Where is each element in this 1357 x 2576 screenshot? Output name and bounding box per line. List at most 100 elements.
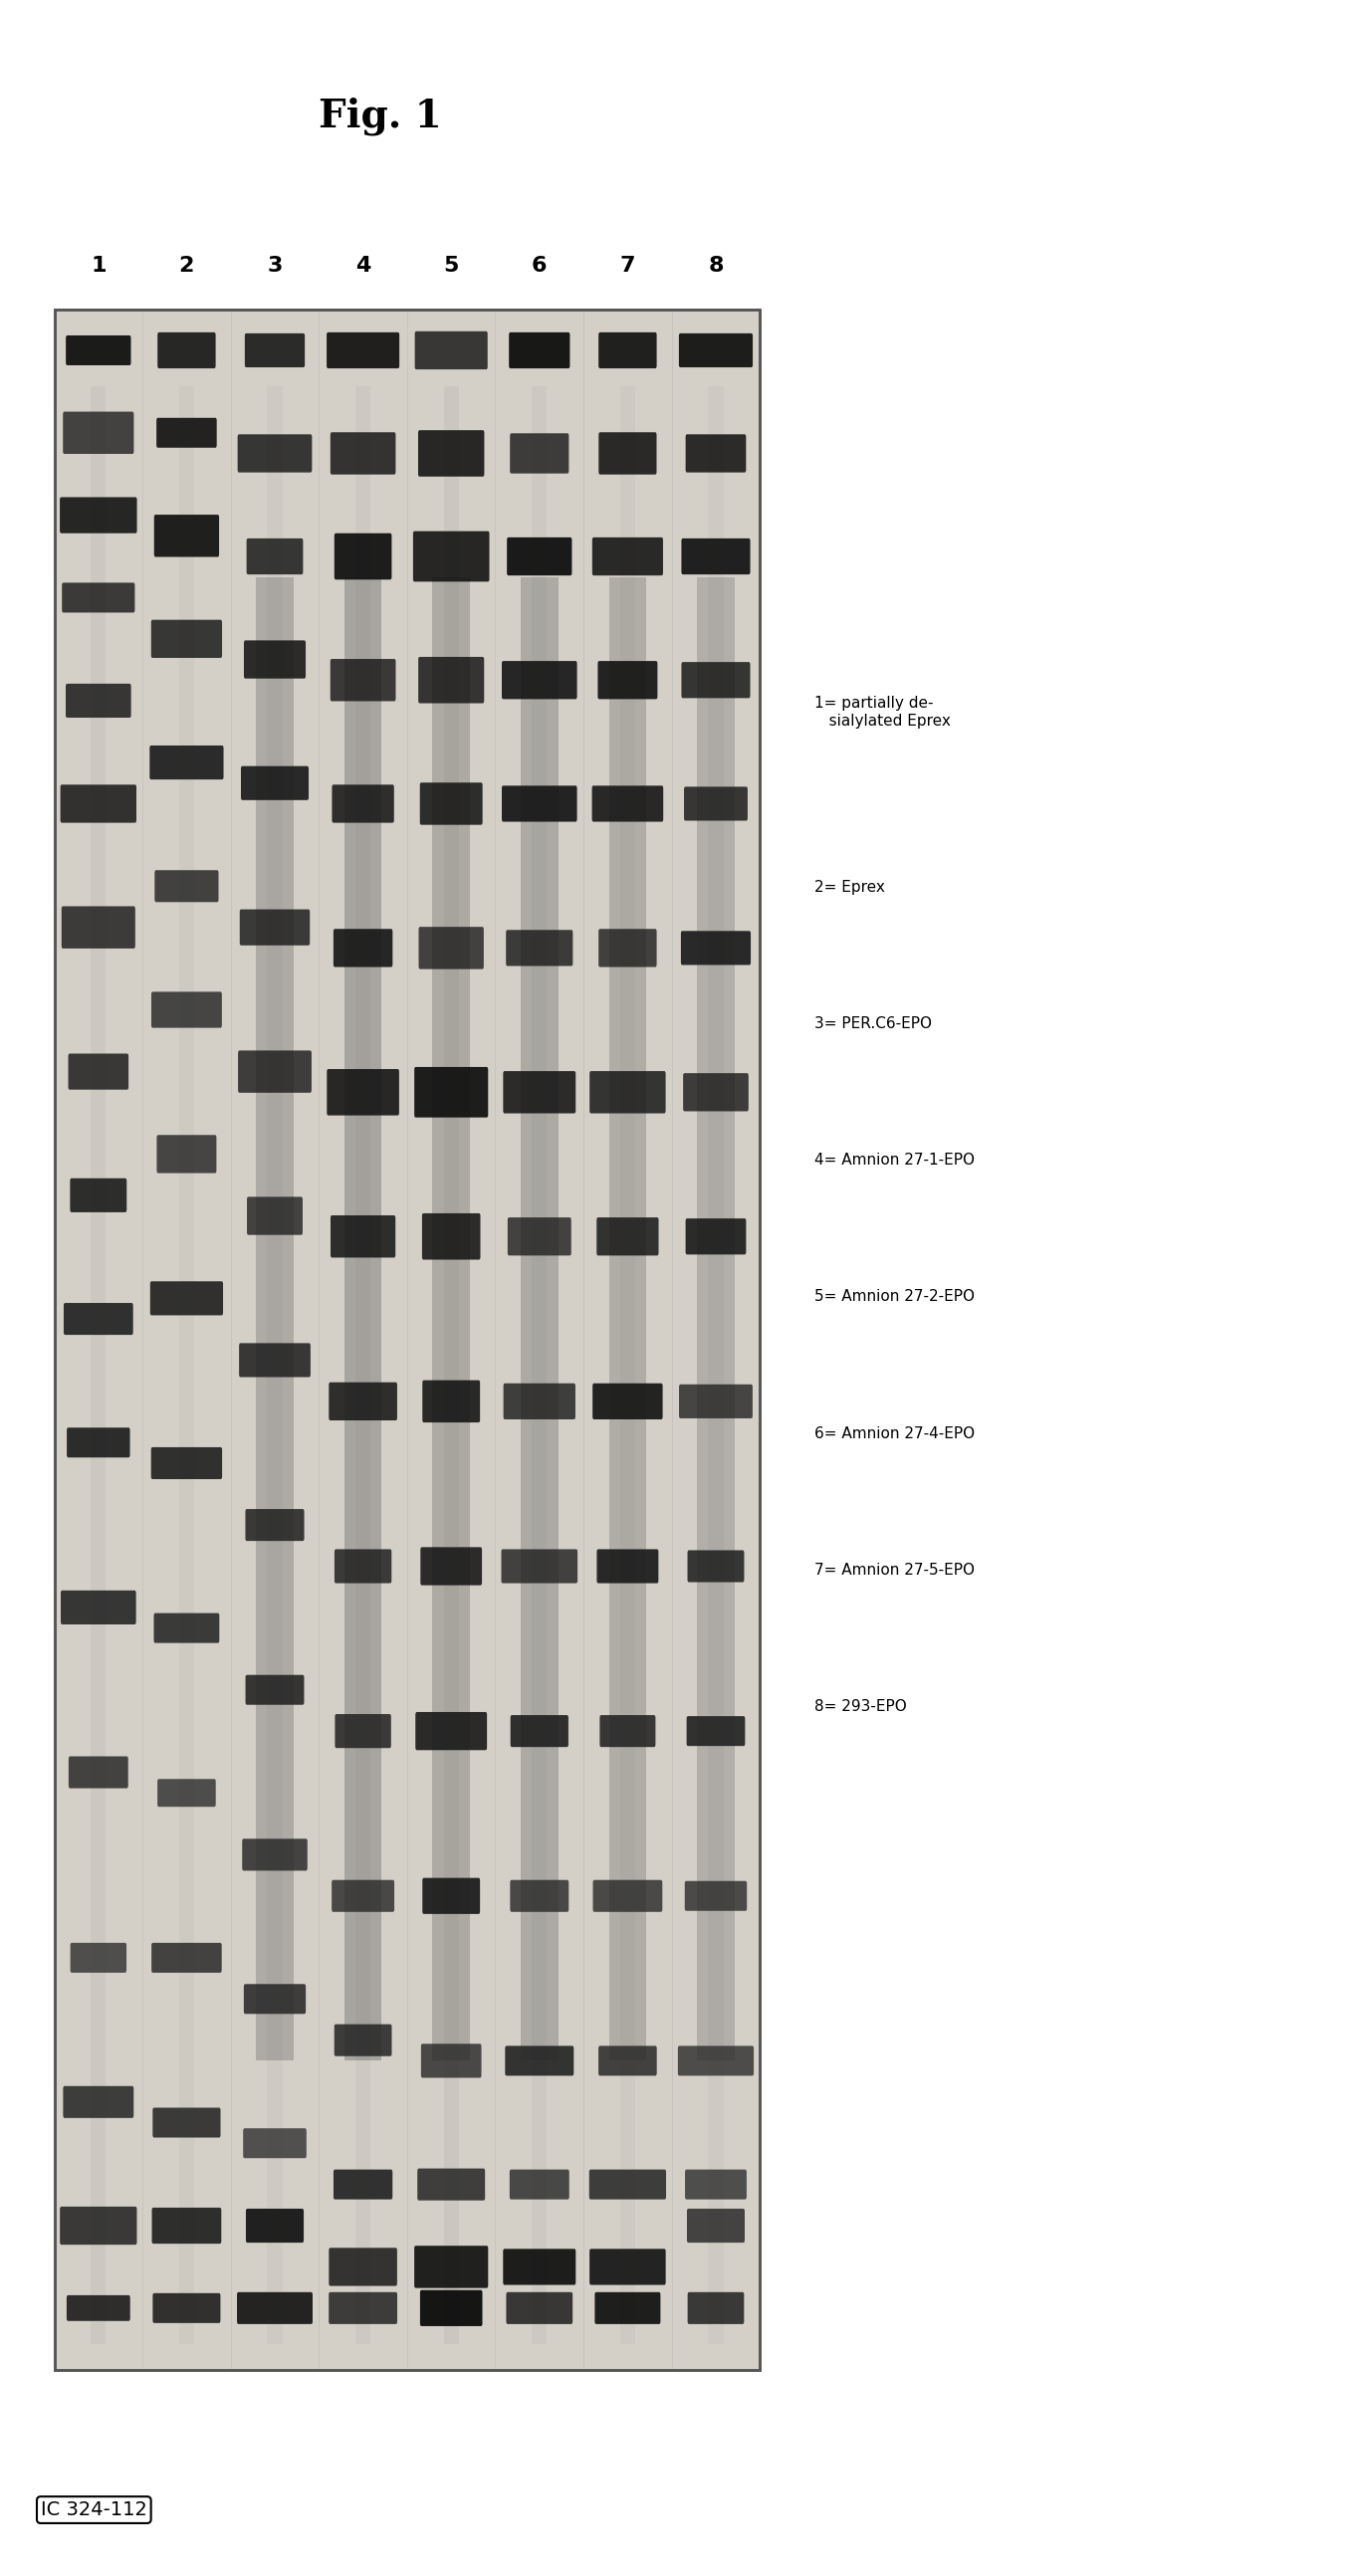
FancyBboxPatch shape [421,2043,482,2079]
FancyBboxPatch shape [415,1713,487,1749]
FancyBboxPatch shape [152,2107,221,2138]
FancyBboxPatch shape [151,1280,223,1316]
FancyBboxPatch shape [157,1780,216,1806]
FancyBboxPatch shape [510,2169,569,2200]
Text: 1= partially de-
   sialylated Eprex: 1= partially de- sialylated Eprex [814,696,950,729]
FancyBboxPatch shape [327,332,399,368]
FancyBboxPatch shape [149,744,224,781]
FancyBboxPatch shape [414,1066,489,1118]
FancyBboxPatch shape [156,417,217,448]
FancyBboxPatch shape [422,1878,480,1914]
FancyBboxPatch shape [247,1198,303,1234]
FancyBboxPatch shape [422,1213,480,1260]
FancyBboxPatch shape [598,662,657,698]
FancyBboxPatch shape [683,1074,749,1110]
FancyBboxPatch shape [681,538,750,574]
FancyBboxPatch shape [327,1069,399,1115]
FancyBboxPatch shape [678,1383,753,1419]
FancyBboxPatch shape [502,662,577,698]
FancyBboxPatch shape [91,386,106,2344]
FancyBboxPatch shape [334,2025,392,2056]
FancyBboxPatch shape [593,1880,662,1911]
FancyBboxPatch shape [592,538,664,574]
FancyBboxPatch shape [61,1589,136,1625]
FancyBboxPatch shape [246,1510,304,1540]
FancyBboxPatch shape [54,309,760,2370]
FancyBboxPatch shape [62,412,134,453]
FancyBboxPatch shape [501,1548,578,1584]
FancyBboxPatch shape [685,1218,746,1255]
FancyBboxPatch shape [687,2208,745,2244]
FancyBboxPatch shape [589,1072,666,1113]
FancyBboxPatch shape [246,2208,304,2244]
FancyBboxPatch shape [620,386,635,2344]
FancyBboxPatch shape [157,1136,216,1172]
Text: 6: 6 [532,255,547,276]
FancyBboxPatch shape [267,386,282,2344]
FancyBboxPatch shape [334,1548,392,1584]
FancyBboxPatch shape [433,577,470,2061]
Text: 2= Eprex: 2= Eprex [814,881,885,894]
FancyBboxPatch shape [151,1448,223,1479]
FancyBboxPatch shape [589,2169,666,2200]
FancyBboxPatch shape [418,2169,484,2200]
FancyBboxPatch shape [597,1548,658,1584]
FancyBboxPatch shape [61,907,136,948]
FancyBboxPatch shape [155,515,218,556]
FancyBboxPatch shape [688,1551,744,1582]
FancyBboxPatch shape [421,1548,482,1584]
FancyBboxPatch shape [332,786,394,822]
FancyBboxPatch shape [681,662,750,698]
FancyBboxPatch shape [155,871,218,902]
FancyBboxPatch shape [592,786,664,822]
FancyBboxPatch shape [418,657,484,703]
FancyBboxPatch shape [237,1051,312,1092]
Text: 6= Amnion 27-4-EPO: 6= Amnion 27-4-EPO [814,1427,974,1440]
FancyBboxPatch shape [414,2246,489,2287]
FancyBboxPatch shape [510,433,569,474]
FancyBboxPatch shape [60,2208,137,2244]
FancyBboxPatch shape [678,2045,753,2076]
FancyBboxPatch shape [62,582,134,613]
FancyBboxPatch shape [331,1880,395,1911]
FancyBboxPatch shape [237,435,312,471]
FancyBboxPatch shape [334,930,392,966]
FancyBboxPatch shape [508,1218,571,1255]
FancyBboxPatch shape [256,577,293,2061]
FancyBboxPatch shape [151,621,223,657]
FancyBboxPatch shape [60,497,137,533]
FancyBboxPatch shape [505,2045,574,2076]
FancyBboxPatch shape [418,430,484,477]
Text: Fig. 1: Fig. 1 [319,98,441,134]
FancyBboxPatch shape [600,1716,655,1747]
FancyBboxPatch shape [240,909,309,945]
FancyBboxPatch shape [415,332,487,368]
FancyBboxPatch shape [593,1383,662,1419]
FancyBboxPatch shape [598,930,657,966]
FancyBboxPatch shape [246,1674,304,1705]
FancyBboxPatch shape [687,1716,745,1747]
FancyBboxPatch shape [356,386,370,2344]
FancyBboxPatch shape [597,1218,658,1255]
FancyBboxPatch shape [419,783,483,824]
FancyBboxPatch shape [509,332,570,368]
FancyBboxPatch shape [506,2293,573,2324]
Text: 5= Amnion 27-2-EPO: 5= Amnion 27-2-EPO [814,1291,974,1303]
FancyBboxPatch shape [60,786,137,822]
FancyBboxPatch shape [510,1880,569,1911]
FancyBboxPatch shape [65,683,132,719]
Text: 8= 293-EPO: 8= 293-EPO [814,1700,906,1713]
FancyBboxPatch shape [152,1942,221,1973]
FancyBboxPatch shape [237,2293,312,2324]
FancyBboxPatch shape [502,786,577,822]
FancyBboxPatch shape [697,577,734,2061]
FancyBboxPatch shape [503,1383,575,1419]
FancyBboxPatch shape [510,1716,569,1747]
FancyBboxPatch shape [152,992,221,1028]
FancyBboxPatch shape [69,1757,128,1788]
FancyBboxPatch shape [243,2128,307,2159]
FancyBboxPatch shape [688,2293,744,2324]
FancyBboxPatch shape [239,1342,311,1378]
FancyBboxPatch shape [242,1839,308,1870]
FancyBboxPatch shape [66,1427,130,1458]
